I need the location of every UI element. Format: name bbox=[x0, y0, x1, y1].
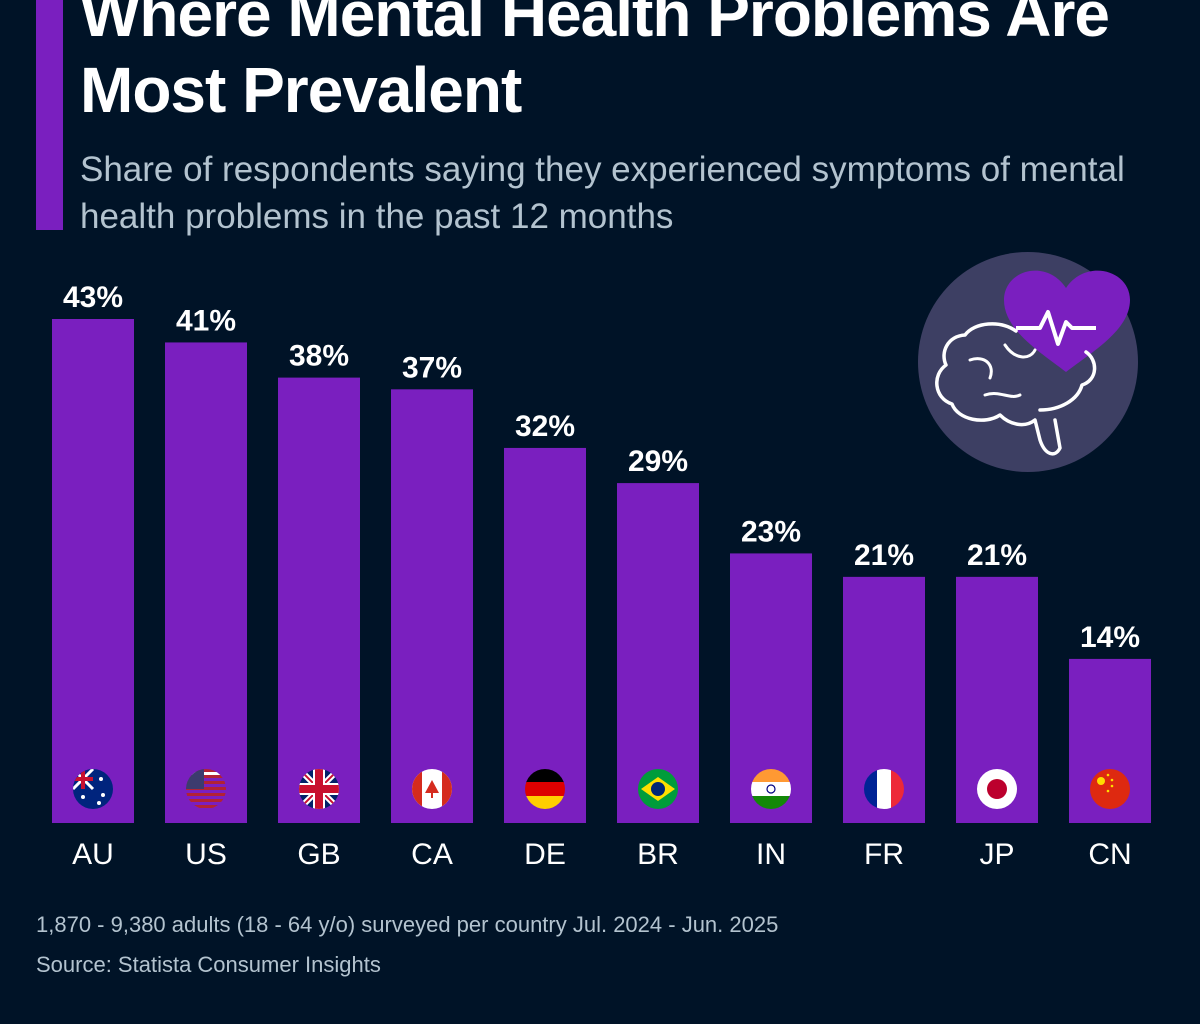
chart-subtitle: Share of respondents saying they experie… bbox=[80, 150, 1125, 236]
bar-BR bbox=[617, 483, 699, 823]
category-label: FR bbox=[864, 838, 904, 871]
value-label: 32% bbox=[515, 410, 575, 443]
value-label: 43% bbox=[63, 281, 123, 314]
value-label: 21% bbox=[967, 539, 1027, 572]
india-flag bbox=[751, 769, 791, 809]
value-label: 21% bbox=[854, 539, 914, 572]
value-label: 41% bbox=[176, 304, 236, 337]
bar-AU bbox=[52, 319, 134, 823]
japan-flag bbox=[977, 769, 1017, 809]
category-label: IN bbox=[756, 838, 786, 871]
australia-flag bbox=[73, 769, 113, 809]
brazil-flag bbox=[638, 769, 678, 809]
bar-CA bbox=[391, 389, 473, 823]
category-label: GB bbox=[297, 838, 340, 871]
france-flag bbox=[864, 769, 904, 809]
source-note: Source: Statista Consumer Insights bbox=[36, 952, 381, 977]
category-label: AU bbox=[72, 838, 114, 871]
canada-flag bbox=[412, 769, 452, 809]
category-label: JP bbox=[979, 838, 1014, 871]
bar-DE bbox=[504, 447, 586, 823]
category-label: CN bbox=[1088, 838, 1131, 871]
germany-flag bbox=[525, 769, 565, 809]
value-label: 37% bbox=[402, 351, 462, 384]
bar-GB bbox=[278, 377, 360, 823]
accent-bar bbox=[36, 0, 63, 230]
category-label: BR bbox=[637, 838, 679, 871]
bar-US bbox=[165, 342, 247, 823]
uk-flag bbox=[299, 769, 339, 809]
value-label: 38% bbox=[289, 340, 349, 373]
survey-note: 1,870 - 9,380 adults (18 - 64 y/o) surve… bbox=[36, 912, 779, 937]
category-label: CA bbox=[411, 838, 453, 871]
value-label: 14% bbox=[1080, 621, 1140, 654]
china-flag bbox=[1090, 769, 1130, 809]
value-label: 23% bbox=[741, 515, 801, 548]
brain-heart-pulse-icon bbox=[918, 252, 1138, 472]
category-label: US bbox=[185, 838, 227, 871]
value-label: 29% bbox=[628, 445, 688, 478]
category-label: DE bbox=[524, 838, 566, 871]
chart-title: Where Mental Health Problems Are Most Pr… bbox=[80, 0, 1110, 126]
